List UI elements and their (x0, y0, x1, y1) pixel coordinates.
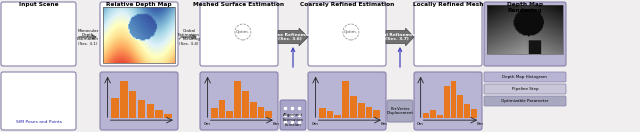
FancyBboxPatch shape (1, 2, 76, 66)
Text: Depth: Depth (82, 33, 94, 37)
Bar (103, 7, 175, 63)
FancyBboxPatch shape (484, 96, 566, 106)
Text: Input Scene: Input Scene (19, 2, 58, 7)
Text: Monocular: Monocular (77, 29, 99, 33)
Bar (424, 113, 429, 118)
Text: 0m: 0m (204, 122, 211, 126)
Bar (266, 111, 272, 118)
Text: Coarse Refinement: Coarse Refinement (266, 34, 313, 37)
FancyBboxPatch shape (484, 84, 566, 94)
Text: Optim.: Optim. (236, 30, 250, 34)
Text: (Sec. 3.4): (Sec. 3.4) (179, 42, 199, 46)
Bar (111, 98, 118, 118)
Bar (365, 107, 372, 118)
FancyBboxPatch shape (484, 72, 566, 82)
FancyBboxPatch shape (100, 2, 178, 66)
Text: Depth Map
Rendering: Depth Map Rendering (507, 2, 543, 13)
Bar (451, 81, 456, 118)
Bar (257, 107, 264, 118)
Text: Depth Map Histogram: Depth Map Histogram (502, 75, 547, 79)
Text: Coarsely Refined Estimation: Coarsely Refined Estimation (300, 2, 394, 7)
Text: Meshed Surface Estimation: Meshed Surface Estimation (193, 2, 285, 7)
Bar (138, 100, 145, 118)
Bar (458, 95, 463, 118)
FancyBboxPatch shape (414, 2, 482, 66)
Text: (Sec. 3.1): (Sec. 3.1) (78, 42, 98, 46)
Text: 8m: 8m (273, 122, 279, 126)
Bar (211, 108, 218, 118)
Bar (464, 104, 470, 118)
Bar (120, 81, 127, 118)
Bar (358, 103, 365, 118)
Bar (164, 114, 172, 118)
Bar (234, 81, 241, 118)
Text: 8m: 8m (380, 122, 387, 126)
Bar (129, 91, 136, 118)
Bar (156, 110, 163, 118)
Bar (437, 115, 443, 118)
Text: Per-Vertex
Displacement: Per-Vertex Displacement (387, 107, 413, 115)
Text: Relative Depth Map: Relative Depth Map (106, 2, 172, 7)
Text: Global: Global (182, 29, 196, 33)
Bar (319, 108, 326, 118)
Bar (219, 100, 225, 118)
Bar (350, 96, 356, 118)
Bar (242, 91, 249, 118)
FancyBboxPatch shape (1, 72, 76, 130)
Bar (471, 109, 477, 118)
FancyArrow shape (278, 28, 308, 46)
FancyBboxPatch shape (200, 72, 278, 130)
Text: Alignment
Estimation
Function: Alignment Estimation Function (282, 113, 303, 127)
Text: 0m: 0m (417, 122, 424, 126)
Bar (147, 104, 154, 118)
Text: Local Refinement: Local Refinement (375, 34, 418, 37)
FancyBboxPatch shape (280, 100, 306, 130)
FancyBboxPatch shape (308, 2, 386, 66)
Bar (487, 5, 563, 54)
Bar (250, 102, 257, 118)
Text: Estimation: Estimation (178, 33, 200, 37)
Bar (334, 115, 341, 118)
Text: (Sec. 3.6): (Sec. 3.6) (278, 37, 301, 41)
FancyBboxPatch shape (100, 72, 178, 130)
Text: Optimizable Parameter: Optimizable Parameter (501, 99, 549, 103)
Bar (326, 111, 333, 118)
FancyBboxPatch shape (484, 2, 566, 66)
Text: 0m: 0m (312, 122, 319, 126)
Text: Estimation: Estimation (77, 37, 99, 41)
Bar (444, 86, 450, 118)
Bar (227, 111, 233, 118)
Text: Locally Refined Mesh: Locally Refined Mesh (413, 2, 483, 7)
Text: (Sec. 3.7): (Sec. 3.7) (385, 37, 408, 41)
FancyBboxPatch shape (387, 100, 413, 122)
FancyBboxPatch shape (308, 72, 386, 130)
FancyBboxPatch shape (200, 2, 278, 66)
Text: Pipeline Step: Pipeline Step (512, 87, 538, 91)
FancyArrow shape (386, 28, 414, 46)
Text: SfM Poses and Points: SfM Poses and Points (15, 120, 61, 124)
Text: Optim.: Optim. (344, 30, 358, 34)
Text: + Meshing: + Meshing (178, 37, 200, 41)
Bar (342, 81, 349, 118)
FancyBboxPatch shape (414, 72, 482, 130)
Bar (373, 110, 380, 118)
Text: 8m: 8m (477, 122, 484, 126)
Bar (430, 110, 436, 118)
